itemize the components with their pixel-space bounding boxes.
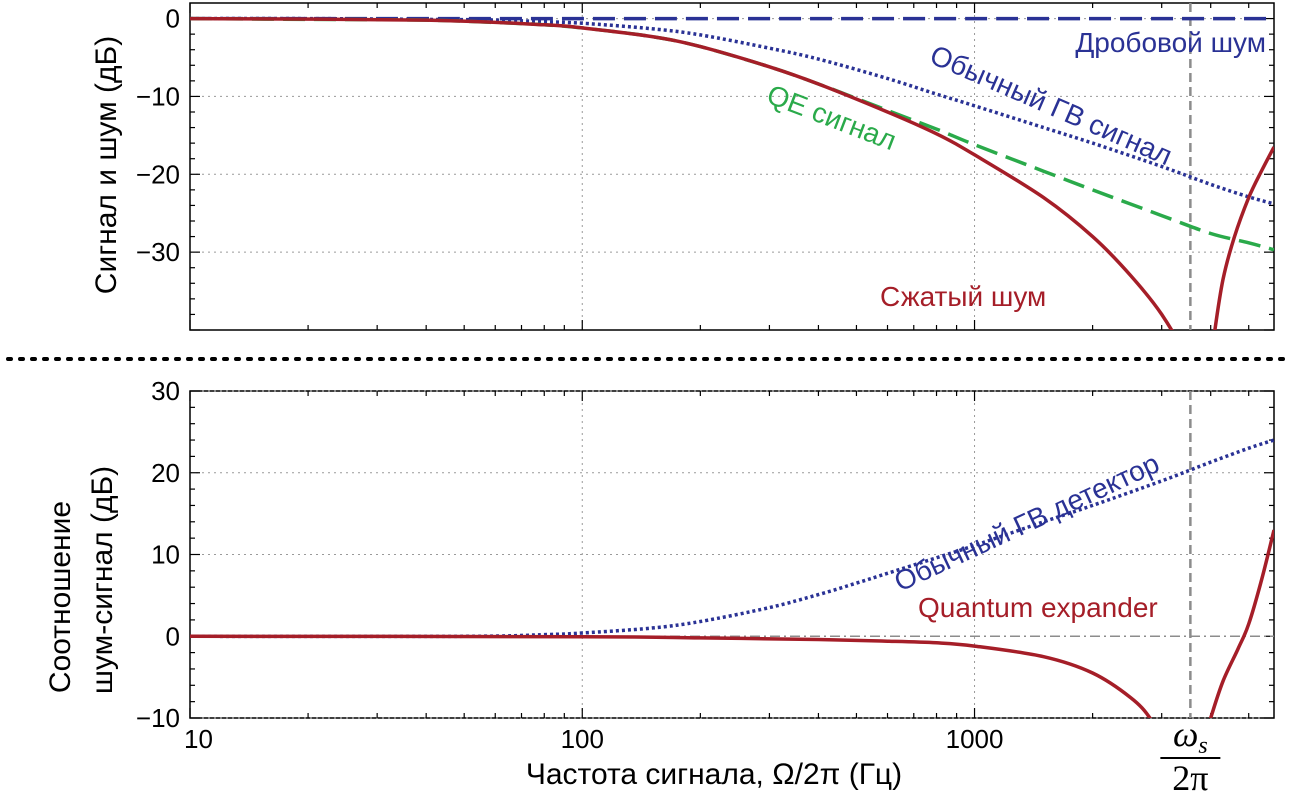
top-plot-frame (189, 2, 1275, 331)
bottom-y-tick-label: −10 (136, 703, 180, 733)
top-y-tick-label: −30 (136, 237, 180, 267)
label-conventional-gw-signal: Обычный ГВ сигнал (926, 39, 1177, 171)
bottom-y-tick-label: 0 (166, 621, 180, 651)
omega-subscript: s (1198, 733, 1207, 759)
x-axis-label: Частота сигнала, Ω/2π (Гц) (526, 758, 902, 791)
top-series-4 (1213, 146, 1274, 330)
label-quantum-expander: Quantum expander (918, 592, 1158, 623)
bottom-y-axis-label-line1: Соотношение (44, 501, 77, 693)
omega-s-fraction-label: ωs 2π (1160, 714, 1221, 798)
top-y-tick-label: −10 (136, 81, 180, 111)
top-y-tick-label: −20 (136, 159, 180, 189)
bottom-curves (190, 438, 1274, 718)
top-series-3 (190, 16, 1174, 330)
label-conventional-gw-detector: Обычный ГВ детектор (889, 447, 1164, 597)
bottom-grid (190, 390, 1274, 719)
fraction-denominator: 2π (1172, 758, 1208, 798)
x-tick-label: 1000 (946, 724, 1004, 754)
x-tick-label: 10 (184, 724, 213, 754)
bottom-series-1 (190, 634, 1152, 718)
top-curves (190, 16, 1274, 330)
svg-text:ωs: ωs (1173, 714, 1208, 759)
bottom-series-2 (1208, 529, 1274, 718)
bottom-y-tick-label: 20 (151, 458, 180, 488)
bottom-y-axis-label-line2: шум-сигнал (дБ) (86, 466, 119, 694)
top-y-tick-label: 0 (166, 4, 180, 34)
bottom-y-tick-label: 10 (151, 540, 180, 570)
omega-symbol: ω (1173, 714, 1198, 754)
label-squeezed-noise: Сжатый шум (880, 281, 1046, 312)
label-shot-noise: Дробовой шум (1075, 27, 1266, 58)
x-tick-label: 100 (561, 724, 604, 754)
bottom-series-0 (190, 438, 1274, 639)
bottom-y-tick-label: 30 (151, 376, 180, 406)
top-y-axis-label: Сигнал и шум (дБ) (90, 36, 123, 294)
axis-ticks (189, 3, 1274, 719)
